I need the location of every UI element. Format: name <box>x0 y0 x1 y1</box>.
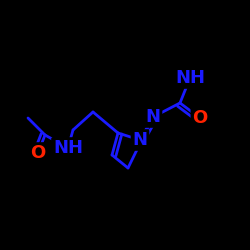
Text: N: N <box>132 131 148 149</box>
Text: O: O <box>192 109 208 127</box>
Text: N: N <box>146 108 160 126</box>
Text: NH: NH <box>175 69 205 87</box>
Text: NH: NH <box>53 139 83 157</box>
Text: O: O <box>30 144 46 162</box>
